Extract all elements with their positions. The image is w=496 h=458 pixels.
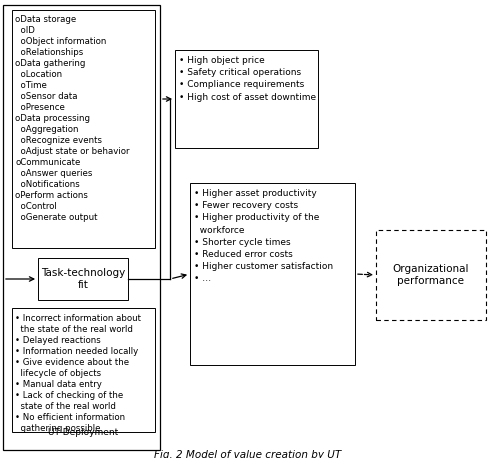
Text: • High object price: • High object price xyxy=(179,56,265,65)
Text: • Higher customer satisfaction: • Higher customer satisfaction xyxy=(194,262,333,271)
Text: state of the real world: state of the real world xyxy=(15,402,116,411)
Text: oControl: oControl xyxy=(15,202,57,212)
Text: • Incorrect information about: • Incorrect information about xyxy=(15,314,141,323)
Bar xyxy=(38,258,128,300)
Text: • Give evidence about the: • Give evidence about the xyxy=(15,358,129,367)
Text: Organizational: Organizational xyxy=(393,264,469,274)
Bar xyxy=(190,183,355,365)
Text: • No efficient information: • No efficient information xyxy=(15,413,125,422)
Text: • Reduced error costs: • Reduced error costs xyxy=(194,250,293,259)
Text: • Lack of checking of the: • Lack of checking of the xyxy=(15,391,123,400)
Text: • Manual data entry: • Manual data entry xyxy=(15,380,102,389)
Text: oID: oID xyxy=(15,26,35,35)
Text: oTime: oTime xyxy=(15,81,47,90)
Text: • Higher asset productivity: • Higher asset productivity xyxy=(194,189,317,198)
Text: UT Deployment: UT Deployment xyxy=(49,428,119,437)
Bar xyxy=(12,10,155,248)
Text: lifecycle of objects: lifecycle of objects xyxy=(15,369,101,378)
Text: • High cost of asset downtime: • High cost of asset downtime xyxy=(179,93,316,102)
Text: fit: fit xyxy=(77,280,88,290)
Text: Fig. 2 Model of value creation by UT: Fig. 2 Model of value creation by UT xyxy=(154,450,342,458)
Text: oRecognize events: oRecognize events xyxy=(15,136,102,145)
Text: oPresence: oPresence xyxy=(15,103,65,112)
Bar xyxy=(12,308,155,432)
Text: workforce: workforce xyxy=(194,225,245,234)
Text: • Compliance requirements: • Compliance requirements xyxy=(179,80,304,89)
Text: oGenerate output: oGenerate output xyxy=(15,213,98,223)
Text: oSensor data: oSensor data xyxy=(15,92,77,101)
Text: oPerform actions: oPerform actions xyxy=(15,191,88,200)
Text: oData processing: oData processing xyxy=(15,114,90,123)
Text: oRelationships: oRelationships xyxy=(15,48,83,57)
Text: performance: performance xyxy=(397,276,464,286)
Text: • Higher productivity of the: • Higher productivity of the xyxy=(194,213,319,223)
Text: oObject information: oObject information xyxy=(15,37,106,46)
Text: • Delayed reactions: • Delayed reactions xyxy=(15,336,101,345)
Text: oData gathering: oData gathering xyxy=(15,59,85,68)
Text: Task-technology: Task-technology xyxy=(41,268,125,278)
Text: oAggregation: oAggregation xyxy=(15,125,78,134)
Text: oNotifications: oNotifications xyxy=(15,180,80,189)
Bar xyxy=(376,230,486,320)
Text: gathering possible: gathering possible xyxy=(15,424,101,433)
Text: oAdjust state or behavior: oAdjust state or behavior xyxy=(15,147,129,156)
Text: • Shorter cycle times: • Shorter cycle times xyxy=(194,238,291,247)
Text: • Safety critical operations: • Safety critical operations xyxy=(179,68,301,77)
Text: oLocation: oLocation xyxy=(15,70,62,79)
Bar xyxy=(3,5,160,450)
Text: oCommunicate: oCommunicate xyxy=(15,158,80,167)
Text: oAnswer queries: oAnswer queries xyxy=(15,169,92,178)
Bar xyxy=(175,50,318,148)
Text: • Information needed locally: • Information needed locally xyxy=(15,347,138,356)
Text: oData storage: oData storage xyxy=(15,15,76,24)
Text: • Fewer recovery costs: • Fewer recovery costs xyxy=(194,201,298,210)
Text: • …: • … xyxy=(194,274,211,284)
Text: the state of the real world: the state of the real world xyxy=(15,325,133,334)
